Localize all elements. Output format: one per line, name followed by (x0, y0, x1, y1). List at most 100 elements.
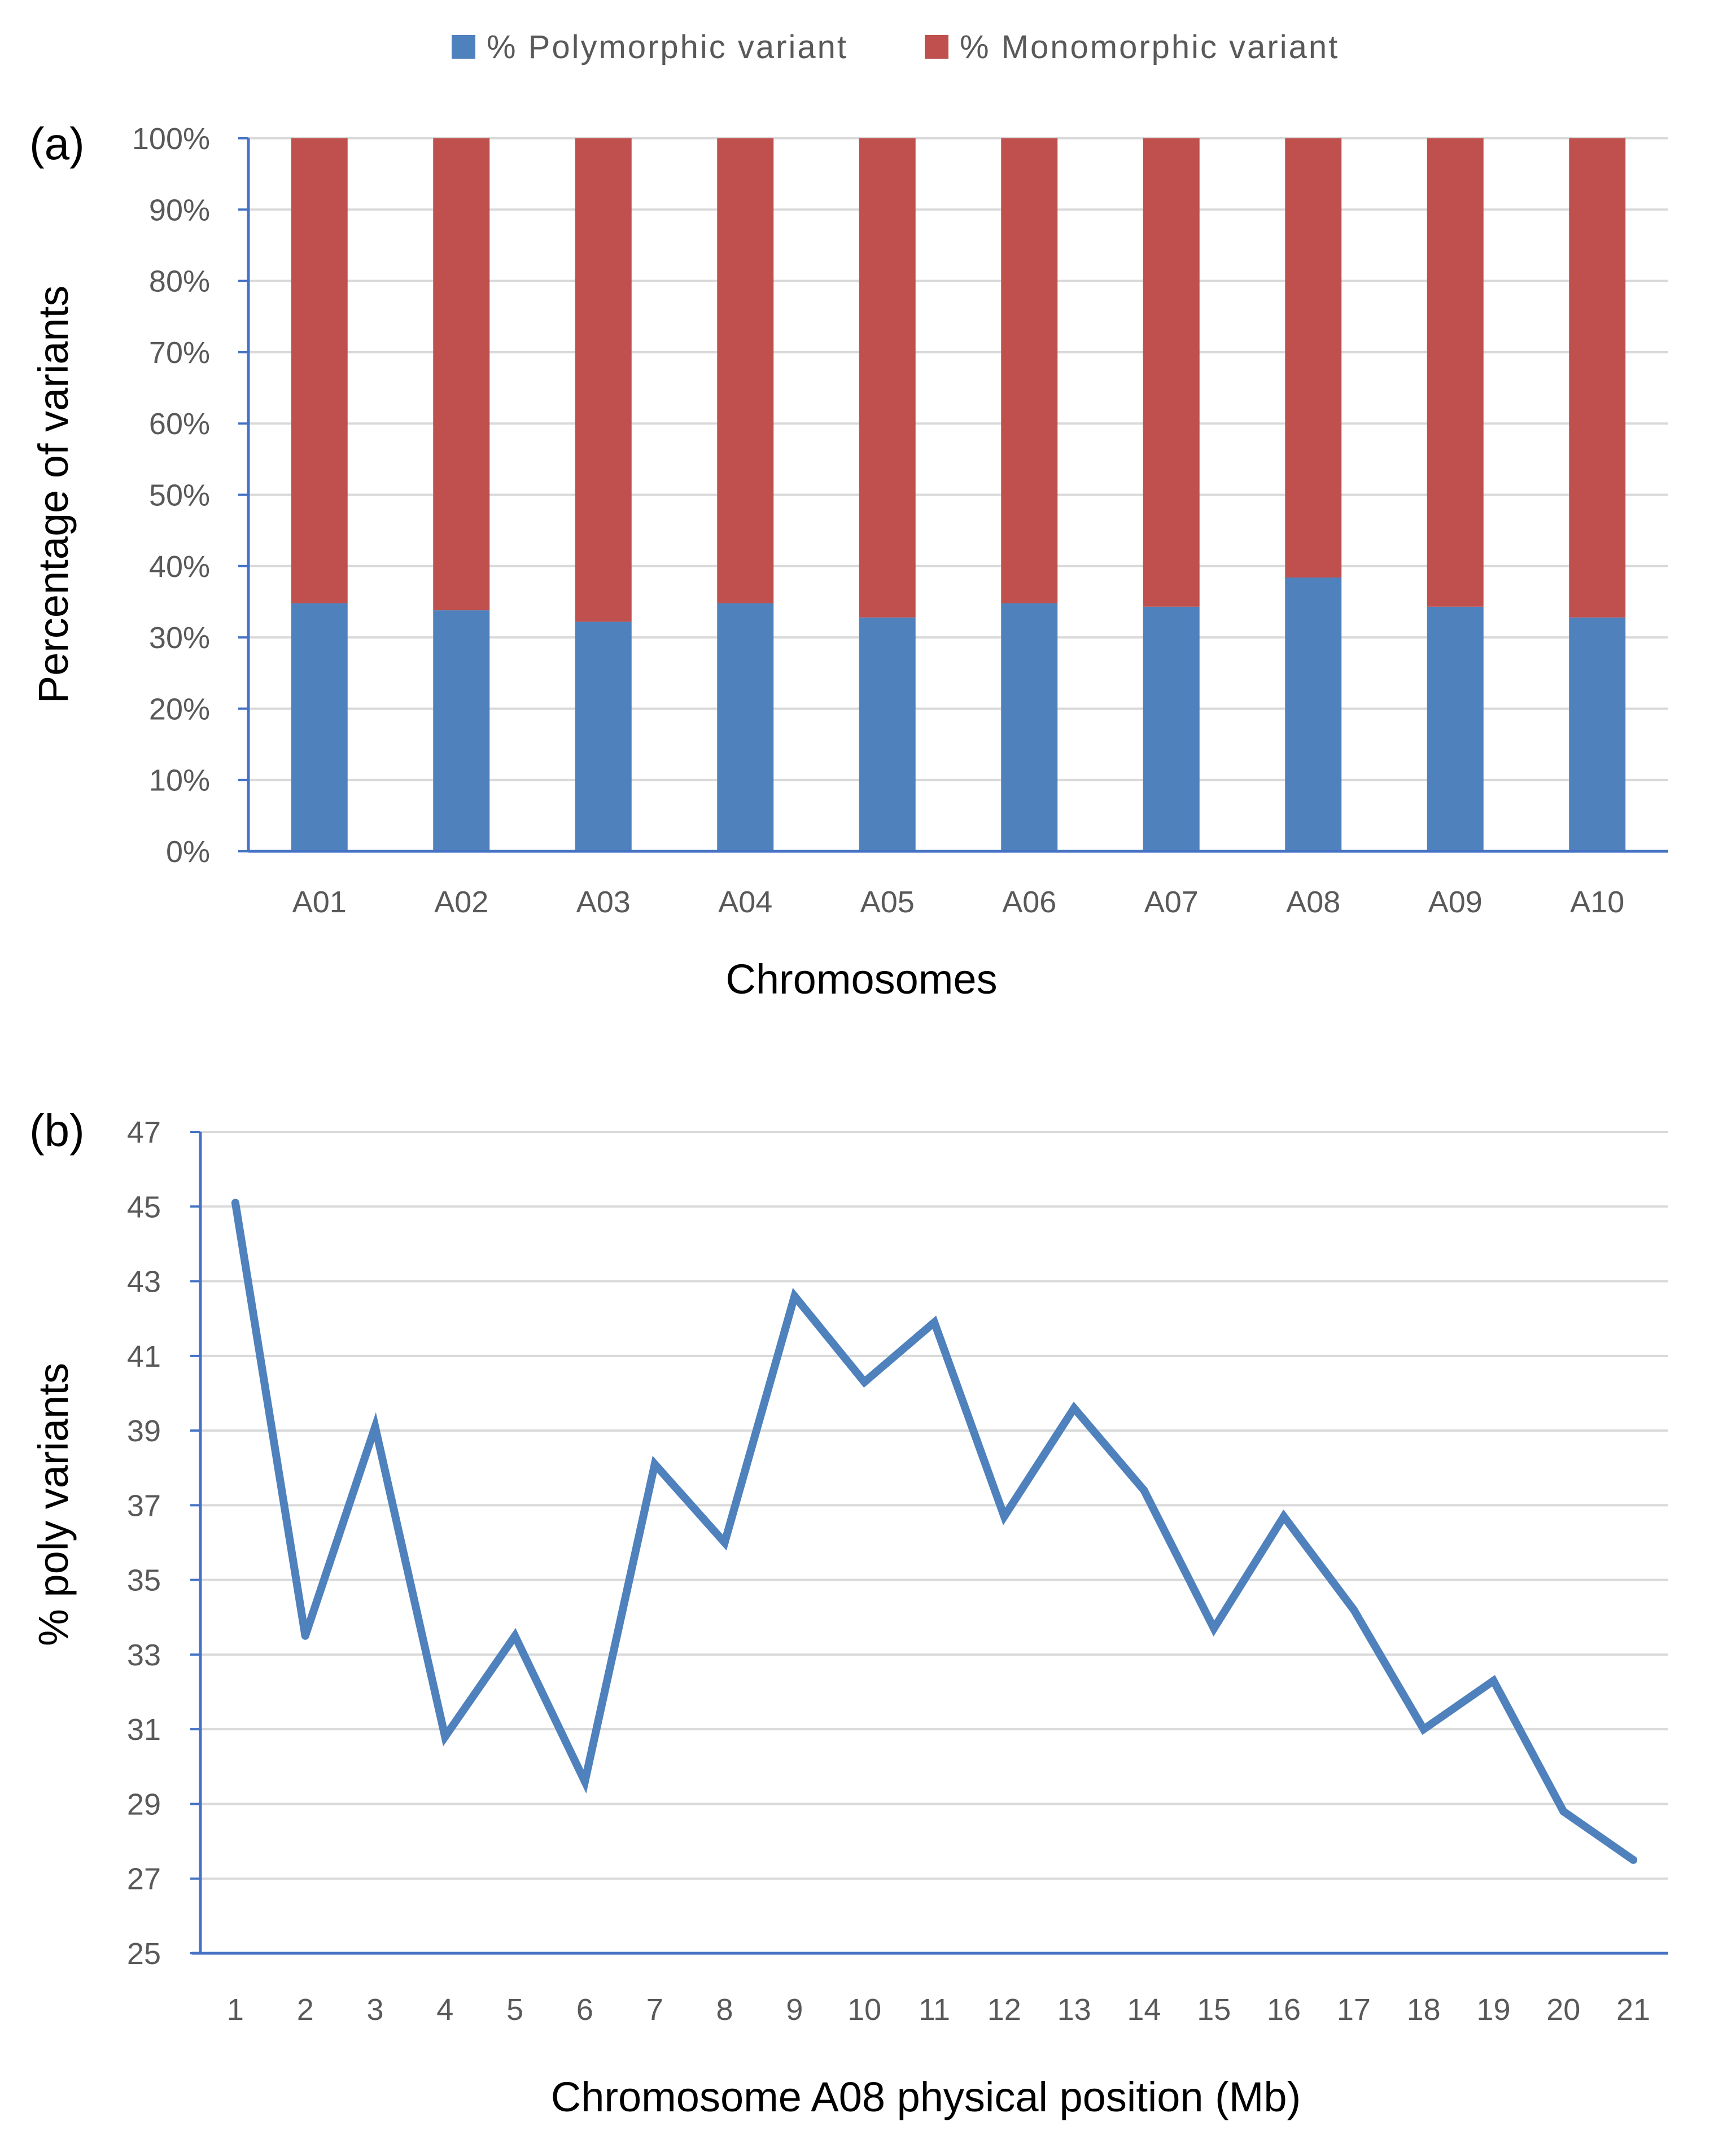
bar-monomorphic (1427, 138, 1484, 607)
bar-polymorphic (859, 617, 916, 851)
panel-a-x-axis-title: Chromosomes (725, 956, 997, 1003)
panel-b-data-point (580, 1777, 589, 1786)
panel-b-data-point (1559, 1807, 1568, 1816)
panel-a-y-tick-label: 80% (149, 265, 210, 299)
panel-b-y-tick-label: 45 (127, 1190, 161, 1224)
bar-polymorphic (1001, 603, 1058, 851)
panel-b-y-tick-label: 29 (127, 1787, 161, 1821)
panel-a-y-axis-title: Percentage of variants (30, 286, 77, 703)
bar-polymorphic (575, 622, 632, 851)
panel-b-data-point (1419, 1725, 1428, 1734)
panel-b-data-point (231, 1198, 239, 1207)
panel-a-y-tick-label: 0% (166, 835, 210, 869)
bar-monomorphic (575, 138, 632, 622)
panel-b-data-point (930, 1318, 938, 1327)
panel-a-bars (291, 138, 1626, 851)
panel-b-y-tick-label: 35 (127, 1564, 161, 1598)
panel-b-x-tick-label: 10 (847, 1993, 881, 2027)
panel-b-x-tick-label: 20 (1546, 1993, 1580, 2027)
panel-b-label: (b) (29, 1105, 85, 1156)
panel-b-x-tick-label: 9 (786, 1993, 803, 2027)
panel-b-y-tick-label: 37 (127, 1489, 161, 1523)
panel-b-series-line (231, 1198, 1638, 1864)
panel-a-y-tick-label: 50% (149, 479, 210, 513)
panel-a-y-tick-label: 40% (149, 550, 210, 584)
panel-b-data-point (650, 1460, 659, 1468)
panel-a-y-tick-label: 30% (149, 621, 210, 655)
bar-polymorphic (291, 603, 348, 851)
panel-b-gridlines (190, 1131, 1668, 1954)
panel-a-x-tick-labels: A01 A02 A03 A04 A05 A06 A07 A08 A09 A10 (292, 885, 1625, 919)
panel-b-points (231, 1198, 1638, 1864)
panel-a: (a) 0% 10% 20% 30% 40% 50% 60% 70% 80% 90% 100% A0… (29, 119, 1668, 1003)
panel-a-x-tick-label: A01 (292, 885, 347, 919)
panel-b-data-point (371, 1423, 379, 1431)
panel-a-x-tick-label: A02 (434, 885, 488, 919)
panel-b-data-point (1070, 1404, 1078, 1412)
panel-b-data-point (720, 1538, 729, 1547)
panel-a-y-tick-label: 10% (149, 764, 210, 798)
bar-monomorphic (1285, 138, 1342, 578)
panel-b-x-tick-label: 21 (1616, 1993, 1650, 2027)
panel-b-y-tick-label: 39 (127, 1414, 161, 1448)
bar-polymorphic (1569, 617, 1626, 851)
bar-polymorphic (433, 610, 490, 851)
panel-b-data-point (1280, 1512, 1288, 1521)
legend-label-polymorphic: % Polymorphic variant (487, 29, 848, 65)
bar-monomorphic (1143, 138, 1200, 607)
panel-b-x-tick-label: 1 (227, 1993, 244, 2027)
panel-b-x-tick-label: 7 (646, 1993, 663, 2027)
panel-a-y-tick-label: 100% (132, 122, 210, 156)
panel-b-y-tick-label: 43 (127, 1265, 161, 1299)
panel-b-y-tick-label: 47 (127, 1116, 161, 1149)
panel-b-y-tick-label: 41 (127, 1340, 161, 1373)
bar-polymorphic (1427, 606, 1484, 851)
panel-a-y-tick-label: 60% (149, 407, 210, 441)
panel-a-x-tick-label: A03 (576, 885, 631, 919)
panel-a-x-tick-label: A08 (1286, 885, 1340, 919)
panel-b-y-tick-label: 33 (127, 1638, 161, 1672)
legend-swatch-polymorphic (452, 35, 475, 59)
bar-monomorphic (291, 138, 348, 603)
bar-monomorphic (1001, 138, 1058, 603)
panel-b-x-tick-label: 4 (436, 1993, 453, 2027)
panel-b-x-tick-label: 5 (506, 1993, 523, 2027)
panel-b-x-tick-label: 11 (919, 1993, 950, 2027)
panel-b-x-tick-label: 15 (1197, 1993, 1231, 2027)
panel-b-x-tick-label: 14 (1127, 1993, 1161, 2027)
panel-b-y-tick-label: 25 (127, 1937, 161, 1971)
panel-b-data-point (860, 1378, 869, 1386)
panel-a-x-tick-label: A06 (1002, 885, 1056, 919)
panel-a-x-tick-label: A04 (718, 885, 772, 919)
panel-b-data-point (790, 1292, 799, 1300)
panel-b-x-tick-label: 19 (1476, 1993, 1510, 2027)
panel-b-x-tick-label: 16 (1267, 1993, 1301, 2027)
panel-b-x-tick-label: 12 (987, 1993, 1021, 2027)
panel-b-y-axis-title: % poly variants (30, 1363, 77, 1646)
panel-b-x-tick-label: 6 (576, 1993, 593, 2027)
panel-b-y-tick-label: 31 (127, 1713, 161, 1747)
bar-polymorphic (1143, 606, 1200, 851)
panel-a-x-tick-label: A10 (1570, 885, 1624, 919)
panel-a-y-tick-label: 20% (149, 692, 210, 726)
panel-b-x-tick-label: 3 (367, 1993, 384, 2027)
legend-swatch-monomorphic (925, 35, 948, 59)
legend: % Polymorphic variant % Monomorphic vari… (452, 29, 1339, 65)
panel-b-x-tick-label: 13 (1057, 1993, 1091, 2027)
panel-b-data-point (1210, 1624, 1218, 1633)
panel-b-data-point (1140, 1486, 1148, 1494)
bar-monomorphic (433, 138, 490, 611)
bar-monomorphic (859, 138, 916, 618)
legend-label-monomorphic: % Monomorphic variant (960, 29, 1339, 65)
panel-b-y-tick-labels: 25 27 29 31 33 35 37 39 41 43 45 47 (127, 1116, 161, 1971)
panel-b-x-tick-label: 17 (1337, 1993, 1371, 2027)
panel-a-x-tick-label: A05 (860, 885, 915, 919)
panel-b-data-point (1349, 1606, 1358, 1614)
panel-a-label: (a) (29, 119, 85, 169)
panel-b-x-axis-title: Chromosome A08 physical position (Mb) (551, 2074, 1301, 2120)
panel-b-data-point (1629, 1856, 1638, 1864)
panel-b-y-tick-label: 27 (127, 1862, 161, 1896)
